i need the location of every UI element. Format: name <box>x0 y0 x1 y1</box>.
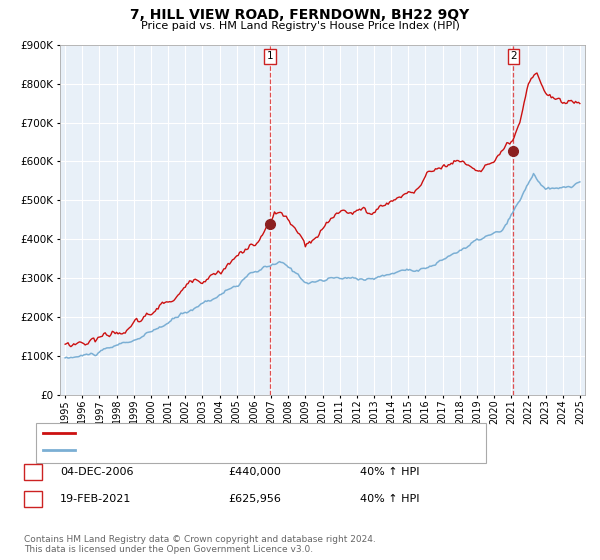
Text: 04-DEC-2006: 04-DEC-2006 <box>60 467 133 477</box>
Text: 7, HILL VIEW ROAD, FERNDOWN, BH22 9QY: 7, HILL VIEW ROAD, FERNDOWN, BH22 9QY <box>130 8 470 22</box>
Text: 7, HILL VIEW ROAD, FERNDOWN, BH22 9QY (detached house): 7, HILL VIEW ROAD, FERNDOWN, BH22 9QY (d… <box>79 428 401 438</box>
Text: HPI: Average price, detached house, Dorset: HPI: Average price, detached house, Dors… <box>79 445 307 455</box>
Text: Contains HM Land Registry data © Crown copyright and database right 2024.
This d: Contains HM Land Registry data © Crown c… <box>24 535 376 554</box>
Text: 1: 1 <box>266 52 273 62</box>
Text: £440,000: £440,000 <box>228 467 281 477</box>
Text: £625,956: £625,956 <box>228 494 281 504</box>
Text: 2: 2 <box>510 52 517 62</box>
Text: 19-FEB-2021: 19-FEB-2021 <box>60 494 131 504</box>
Text: 40% ↑ HPI: 40% ↑ HPI <box>360 467 419 477</box>
Text: 1: 1 <box>29 467 37 477</box>
Text: 2: 2 <box>29 494 37 504</box>
Text: 40% ↑ HPI: 40% ↑ HPI <box>360 494 419 504</box>
Text: Price paid vs. HM Land Registry's House Price Index (HPI): Price paid vs. HM Land Registry's House … <box>140 21 460 31</box>
